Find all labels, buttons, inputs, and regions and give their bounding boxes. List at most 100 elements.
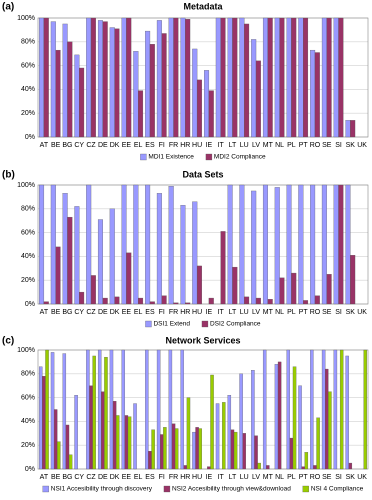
bar <box>104 356 108 470</box>
bar <box>262 349 267 470</box>
bar <box>74 206 80 305</box>
y-tick-label: 0% <box>25 301 35 308</box>
bar <box>133 184 139 305</box>
bar <box>74 395 78 470</box>
bar <box>262 184 268 305</box>
x-tick-label: FR <box>169 142 178 149</box>
bar <box>274 17 280 138</box>
bar <box>171 423 176 470</box>
bar <box>333 184 339 305</box>
bar <box>116 415 120 470</box>
bar <box>215 17 221 138</box>
y-tick-label: 60% <box>21 229 35 236</box>
bar <box>109 349 114 470</box>
bar <box>102 21 108 138</box>
bar <box>180 205 186 305</box>
x-tick-label: UK <box>357 474 367 481</box>
x-tick-label: PT <box>299 309 309 316</box>
bar <box>303 17 309 138</box>
bar <box>239 17 245 138</box>
bar <box>230 429 235 470</box>
bar <box>279 17 285 138</box>
bar <box>286 349 290 470</box>
y-tick-label: 100% <box>17 347 35 354</box>
x-tick-label: SK <box>346 309 356 316</box>
x-tick-label: DK <box>110 474 120 481</box>
bar <box>145 349 149 470</box>
bar <box>97 219 103 305</box>
bar <box>90 17 96 138</box>
x-tick-label: CY <box>74 142 84 149</box>
x-tick-label: SE <box>322 142 332 149</box>
bar <box>160 434 164 470</box>
bar <box>55 246 61 305</box>
y-tick-label: 20% <box>21 442 35 449</box>
x-tick-label: PL <box>287 474 296 481</box>
bar <box>42 376 46 470</box>
x-tick-label: PT <box>299 142 309 149</box>
bar <box>53 409 58 470</box>
x-tick-label: FI <box>159 474 165 481</box>
bar <box>86 184 92 305</box>
bar <box>79 291 85 305</box>
x-tick-label: PT <box>299 474 309 481</box>
y-tick-label: 80% <box>21 371 35 378</box>
bar <box>204 70 210 138</box>
x-tick-label: LT <box>229 142 237 149</box>
x-tick-label: RO <box>310 142 321 149</box>
bar <box>286 17 292 138</box>
bar <box>239 184 245 305</box>
x-tick-label: CY <box>74 309 84 316</box>
x-tick-label: NL <box>275 474 284 481</box>
bar <box>338 184 344 305</box>
x-tick-label: HU <box>192 142 202 149</box>
x-tick-label: HU <box>192 474 202 481</box>
bar <box>86 17 92 138</box>
bar <box>339 349 344 470</box>
legend-swatch <box>145 320 152 328</box>
x-tick-label: AT <box>40 309 49 316</box>
bar <box>138 297 144 305</box>
bar <box>233 431 238 470</box>
bar <box>267 17 273 138</box>
bar <box>298 385 302 470</box>
bar <box>196 265 202 305</box>
bar <box>348 462 353 470</box>
x-tick-label: AT <box>40 474 49 481</box>
bar <box>210 374 214 470</box>
x-tick-label: HR <box>180 309 190 316</box>
bar <box>145 30 151 138</box>
x-tick-label: RO <box>310 474 321 481</box>
bar <box>298 17 304 138</box>
chart-title: Metadata <box>183 1 223 11</box>
bar <box>39 17 45 138</box>
x-tick-label: NL <box>275 309 284 316</box>
bar <box>244 23 250 138</box>
bar <box>156 20 162 138</box>
bar <box>90 275 96 305</box>
x-tick-label: BE <box>51 474 61 481</box>
x-tick-label: BG <box>62 474 72 481</box>
bar <box>39 184 45 305</box>
bar <box>310 184 316 305</box>
bar <box>62 23 68 138</box>
bar <box>161 295 167 305</box>
bar <box>325 368 329 470</box>
bar <box>114 296 120 305</box>
bar <box>50 184 56 305</box>
legend-label: NSI1 Accesibility through discovery <box>51 486 153 493</box>
x-tick-label: HR <box>180 142 190 149</box>
bar <box>185 302 191 305</box>
y-tick-label: 100% <box>17 182 35 189</box>
bar <box>220 231 226 305</box>
bar <box>291 272 297 305</box>
x-tick-label: SI <box>335 142 342 149</box>
bar <box>109 27 115 138</box>
bar <box>321 17 327 138</box>
x-tick-label: EE <box>122 309 132 316</box>
x-tick-label: LU <box>240 474 249 481</box>
x-tick-label: EL <box>134 142 143 149</box>
bar <box>350 255 356 305</box>
bar <box>112 401 117 470</box>
bar <box>62 193 68 305</box>
